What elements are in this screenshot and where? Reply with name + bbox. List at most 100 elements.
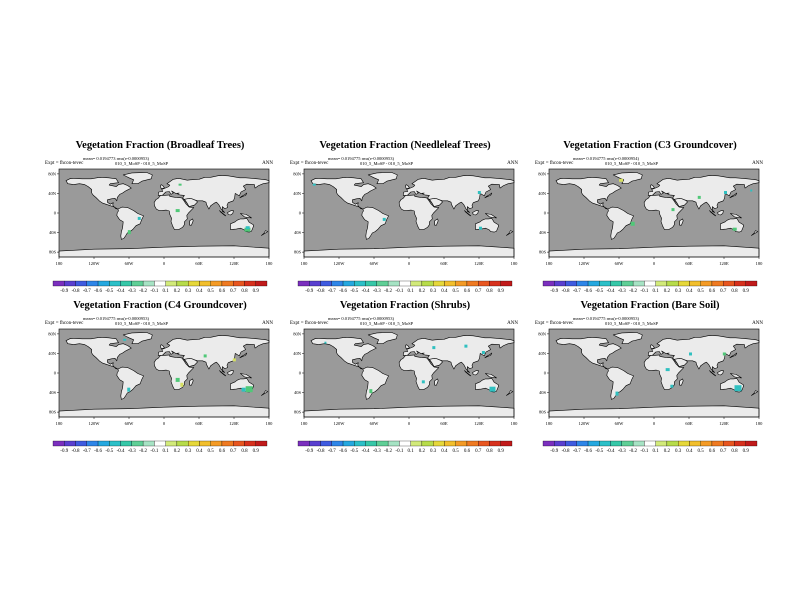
colorbar-swatch	[500, 440, 513, 447]
colorbar-label: 0.6	[709, 449, 716, 454]
colorbar-swatch	[75, 280, 87, 287]
panel-subtitle: 010_5_MoSP - 010_5_MoSP	[115, 321, 169, 326]
colorbar-label: 0.6	[219, 289, 226, 294]
colorbar-label: -0.1	[150, 449, 158, 454]
landmass	[65, 337, 132, 370]
lon-tick-label: 0	[408, 261, 411, 266]
panel-subtitle: 010_5_MoSP - 010_5_MoSP	[605, 321, 659, 326]
lat-tick-label: 40N	[293, 191, 302, 196]
experiment-label: Expt = fhcon-tevec	[45, 161, 84, 166]
vegetation-patch	[244, 227, 251, 232]
vegetation-patch	[464, 344, 468, 348]
lon-tick-label: 0	[163, 261, 166, 266]
colorbar-label: 0.2	[174, 449, 181, 454]
vegetation-patch	[241, 387, 246, 392]
lat-tick-label: 0	[54, 371, 57, 376]
lat-tick-label: 40N	[48, 351, 57, 356]
colorbar-swatch	[542, 440, 555, 447]
landmass	[261, 230, 269, 236]
colorbar-swatch	[444, 280, 456, 287]
lat-tick-label: 40S	[539, 230, 547, 235]
landmass	[310, 177, 377, 210]
landmass	[153, 194, 195, 230]
landmass	[484, 192, 493, 199]
colorbar-swatch	[723, 440, 735, 447]
landmass	[612, 332, 643, 345]
lon-tick-label: 60W	[615, 261, 625, 266]
panel-stats: mean= 0.0194775 rms(e-0.0000953)	[83, 316, 150, 321]
landmass	[227, 370, 234, 376]
colorbar-swatch	[342, 440, 355, 447]
colorbar-swatch	[678, 440, 690, 447]
lat-tick-label: 40N	[48, 191, 57, 196]
colorbar-label: 0.2	[419, 289, 426, 294]
colorbar-swatch	[387, 280, 400, 287]
lon-tick-label: 180	[546, 421, 554, 426]
lat-tick-label: 40N	[293, 351, 302, 356]
colorbar-swatch	[142, 280, 155, 287]
landmass	[239, 192, 248, 199]
lon-tick-label: 120E	[474, 261, 484, 266]
lon-tick-label: 120W	[579, 421, 591, 426]
colorbar-label: 0.7	[230, 289, 237, 294]
colorbar-swatch	[376, 280, 389, 287]
colorbar-swatch	[86, 280, 99, 287]
lat-tick-label: 80S	[49, 250, 57, 255]
colorbar-label: -0.7	[83, 449, 91, 454]
colorbar-swatch	[165, 280, 178, 287]
colorbar-swatch	[565, 440, 577, 447]
panel-stats: mean= 0.0194773 rms(e-0.0000953)	[83, 156, 150, 161]
colorbar-swatch	[154, 440, 166, 447]
panel-stats: mean= 0.0194775 rms(e-0.0000953)	[328, 316, 395, 321]
lon-tick-label: 0	[408, 421, 411, 426]
colorbar-label: 0.9	[743, 449, 750, 454]
landmass	[679, 378, 684, 386]
vegetation-patch	[489, 386, 496, 392]
landmass	[65, 177, 132, 210]
lat-tick-label: 40N	[538, 191, 547, 196]
colorbar-label: 0.9	[253, 289, 260, 294]
colorbar-label: 0.2	[419, 449, 426, 454]
lon-tick-label: 120E	[719, 261, 729, 266]
landmass	[157, 335, 270, 373]
season-label: ANN	[507, 161, 518, 166]
colorbar-swatch	[421, 440, 434, 447]
vegetation-patch	[127, 230, 131, 235]
vegetation-patch	[479, 226, 482, 230]
landmass	[429, 197, 443, 207]
colorbar-swatch	[354, 280, 366, 287]
colorbar-swatch	[97, 280, 110, 287]
lon-tick-label: 180	[511, 421, 519, 426]
colorbar: -0.9 -0.8 -0.7 -0.6 -0.5 -0.4 -0.3 -0.2 -0.1 0.1 0…	[542, 280, 758, 294]
colorbar-label: -0.1	[395, 289, 403, 294]
colorbar-swatch	[320, 280, 332, 287]
colorbar-label: 0.8	[486, 449, 493, 454]
colorbar-label: -0.6	[94, 289, 102, 294]
landmass	[730, 213, 742, 219]
colorbar: -0.9 -0.8 -0.7 -0.6 -0.5 -0.4 -0.3 -0.2 -0.1 0.1 0…	[52, 280, 268, 294]
landmass	[555, 177, 622, 210]
colorbar-swatch	[610, 280, 622, 287]
world-map: 80N 40N 0 40S 80S 180 120W 60W 0 60E 120E 180	[293, 168, 518, 266]
lat-tick-label: 40S	[294, 230, 302, 235]
lon-tick-label: 180	[266, 261, 274, 266]
landmass	[555, 337, 622, 370]
lat-tick-label: 0	[544, 211, 547, 216]
colorbar-swatch	[176, 440, 189, 447]
landmass	[239, 352, 248, 359]
lat-tick-label: 80S	[49, 410, 57, 415]
colorbar-swatch	[421, 280, 434, 287]
colorbar: -0.9 -0.8 -0.7 -0.6 -0.5 -0.4 -0.3 -0.2 -0.1 0.1 0…	[297, 440, 513, 454]
colorbar-swatch	[478, 440, 490, 447]
colorbar-swatch	[176, 280, 189, 287]
colorbar-swatch	[410, 280, 423, 287]
colorbar-swatch	[309, 280, 321, 287]
vegetation-patch	[724, 191, 727, 194]
colorbar-label: -0.6	[94, 449, 102, 454]
lon-tick-label: 180	[546, 261, 554, 266]
colorbar-swatch	[233, 440, 245, 447]
lon-tick-label: 120W	[334, 421, 346, 426]
colorbar-swatch	[745, 280, 758, 287]
landmass	[361, 206, 389, 240]
colorbar-swatch	[599, 440, 611, 447]
